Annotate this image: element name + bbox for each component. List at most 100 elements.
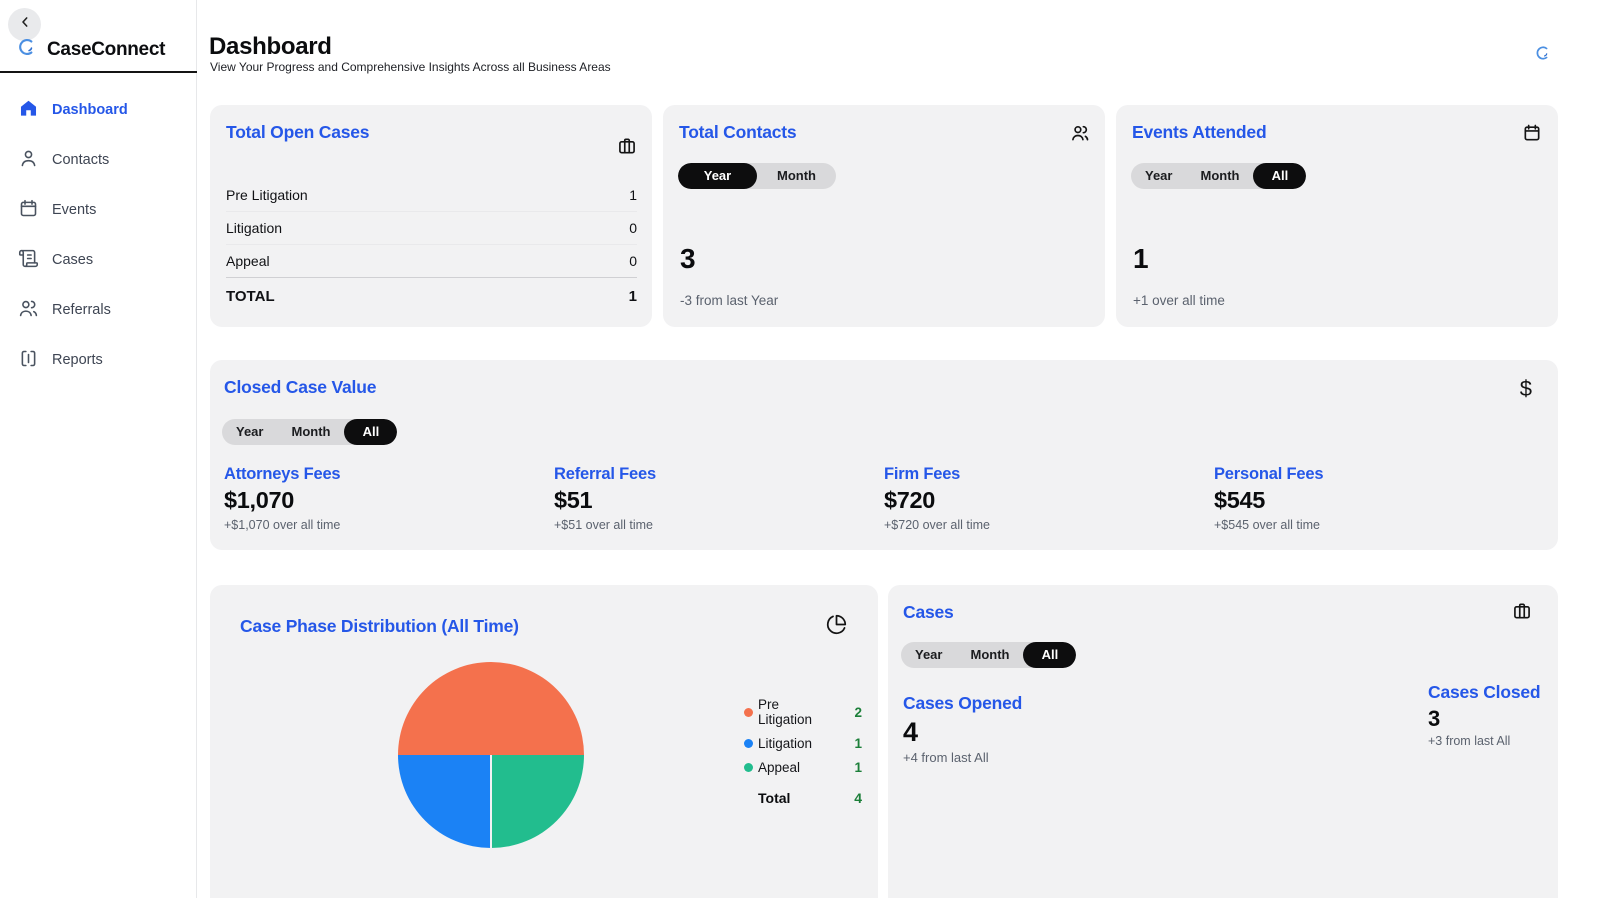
- card-title: Closed Case Value: [224, 377, 377, 397]
- fee-name: Attorneys Fees: [224, 465, 341, 483]
- stat-row-total: TOTAL 1: [226, 278, 637, 315]
- fee-value: $51: [554, 487, 593, 513]
- total-contacts-value: 3: [680, 243, 696, 274]
- fee-value: $720: [884, 487, 936, 513]
- toggle-option-year[interactable]: Year: [915, 647, 943, 662]
- sidebar-item-referrals[interactable]: Referrals: [0, 285, 196, 335]
- toggle-option-month[interactable]: Month: [291, 424, 331, 439]
- card-title: Total Open Cases: [226, 122, 370, 142]
- sidebar-item-reports[interactable]: Reports: [0, 335, 196, 385]
- toggle-option-year[interactable]: Year: [1145, 168, 1173, 183]
- pie-slice-gap: [490, 755, 492, 848]
- cases-closed-value: 3: [1428, 706, 1441, 731]
- sidebar-item-events[interactable]: Events: [0, 185, 196, 235]
- total-contacts-subtitle: -3 from last Year: [680, 293, 779, 308]
- fees-grid: Attorneys Fees $1,070 +$1,070 over all t…: [224, 465, 1544, 532]
- toggle-option-year[interactable]: Year: [236, 424, 264, 439]
- fee-attorneys: Attorneys Fees $1,070 +$1,070 over all t…: [224, 465, 554, 532]
- cases-opened-title: Cases Opened: [903, 693, 1023, 713]
- period-toggle: Year Month All: [901, 642, 1077, 668]
- cases-opened-subtitle: +4 from last All: [903, 750, 989, 765]
- events-attended-subtitle: +1 over all time: [1133, 293, 1225, 308]
- users-icon: [1070, 123, 1090, 148]
- legend-value: 1: [854, 736, 862, 751]
- cases-card: Cases Year Month All Cases Opened 4 +4 fro…: [888, 585, 1558, 898]
- legend-total-value: 4: [854, 790, 862, 806]
- user-icon: [18, 148, 39, 173]
- sidebar: CaseConnect Dashboard Contacts Events C: [0, 0, 197, 898]
- stat-row: Litigation 0: [226, 212, 637, 245]
- brand-name: CaseConnect: [47, 38, 166, 60]
- sidebar-item-label: Cases: [52, 252, 94, 268]
- sidebar-item-label: Events: [52, 202, 97, 218]
- sidebar-item-cases[interactable]: Cases: [0, 235, 196, 285]
- scroll-icon: [18, 248, 39, 273]
- period-toggle: Year Month: [678, 163, 836, 189]
- sidebar-collapse-button[interactable]: [8, 8, 41, 41]
- fee-subtitle: +$720 over all time: [884, 518, 990, 532]
- toggle-option-all[interactable]: All: [1023, 642, 1077, 668]
- briefcase-icon: [1512, 601, 1532, 626]
- card-title: Case Phase Distribution (All Time): [240, 616, 519, 636]
- calendar-icon: [1522, 123, 1542, 148]
- legend-label: Appeal: [758, 760, 801, 775]
- legend-label: Litigation: [758, 736, 813, 751]
- legend-dot-litigation: [744, 739, 753, 748]
- closed-case-value-card: Closed Case Value $ Year Month All Attorne…: [210, 360, 1558, 550]
- toggle-option-all[interactable]: All: [1253, 163, 1307, 189]
- cases-closed-subtitle: +3 from last All: [1428, 734, 1511, 748]
- toggle-option-month[interactable]: Month: [777, 168, 816, 183]
- fee-personal: Personal Fees $545 +$545 over all time: [1214, 465, 1544, 532]
- toggle-option-month[interactable]: Month: [1200, 168, 1240, 183]
- total-open-cases-card: Total Open Cases Pre Litigation 1 Litiga…: [210, 105, 652, 327]
- fee-value: $545: [1214, 487, 1266, 513]
- pie-chart-icon: [826, 614, 847, 640]
- page-subtitle: View Your Progress and Comprehensive Ins…: [210, 60, 611, 74]
- stat-value: 1: [628, 288, 637, 305]
- toggle-option-all[interactable]: All: [344, 419, 398, 445]
- fee-subtitle: +$545 over all time: [1214, 518, 1320, 532]
- stat-row: Pre Litigation 1: [226, 179, 637, 212]
- reports-icon: [18, 348, 39, 373]
- stat-label: Appeal: [226, 253, 270, 269]
- toggle-option-year[interactable]: Year: [678, 163, 757, 189]
- stat-value: 0: [629, 220, 637, 236]
- caseconnect-logo-icon: [16, 36, 38, 63]
- home-icon: [18, 98, 39, 123]
- legend-label: Pre Litigation: [758, 697, 813, 727]
- card-title: Cases: [903, 602, 954, 622]
- fee-subtitle: +$1,070 over all time: [224, 518, 341, 532]
- total-contacts-card: Total Contacts Year Month 3 -3 from last …: [663, 105, 1105, 327]
- sidebar-item-dashboard[interactable]: Dashboard: [0, 85, 196, 135]
- legend-value: 2: [854, 704, 862, 720]
- stat-label: Pre Litigation: [226, 187, 308, 203]
- fee-name: Referral Fees: [554, 465, 656, 483]
- cases-closed-title: Cases Closed: [1428, 682, 1541, 702]
- sidebar-item-contacts[interactable]: Contacts: [0, 135, 196, 185]
- cases-opened-block: Cases Opened 4 +4 from last All: [903, 693, 1022, 765]
- sidebar-item-label: Contacts: [52, 152, 110, 168]
- card-title: Events Attended: [1132, 122, 1267, 142]
- stat-label: Litigation: [226, 220, 283, 236]
- stat-row: Appeal 0: [226, 245, 637, 278]
- cases-opened-value: 4: [903, 717, 919, 747]
- chevron-left-icon: [17, 14, 33, 35]
- period-toggle: Year Month All: [222, 419, 398, 445]
- stat-value: 0: [629, 253, 637, 269]
- events-attended-value: 1: [1133, 243, 1149, 274]
- caseconnect-corner-logo-icon: [1534, 44, 1552, 67]
- fee-name: Personal Fees: [1214, 465, 1324, 483]
- fee-referral: Referral Fees $51 +$51 over all time: [554, 465, 884, 532]
- sidebar-item-label: Reports: [52, 352, 103, 368]
- pie-chart: [398, 662, 584, 848]
- users-icon: [18, 298, 39, 323]
- stat-label: TOTAL: [226, 288, 275, 305]
- events-attended-card: Events Attended Year Month All 1 +1 over a…: [1116, 105, 1558, 327]
- sidebar-item-label: Referrals: [52, 302, 111, 318]
- stat-value: 1: [629, 187, 637, 203]
- case-phase-distribution-card: Case Phase Distribution (All Time) Pre L…: [210, 585, 878, 898]
- fee-firm: Firm Fees $720 +$720 over all time: [884, 465, 1214, 532]
- sidebar-nav: Dashboard Contacts Events Cases Referral…: [0, 85, 196, 385]
- card-title: Total Contacts: [679, 122, 797, 142]
- toggle-option-month[interactable]: Month: [970, 647, 1010, 662]
